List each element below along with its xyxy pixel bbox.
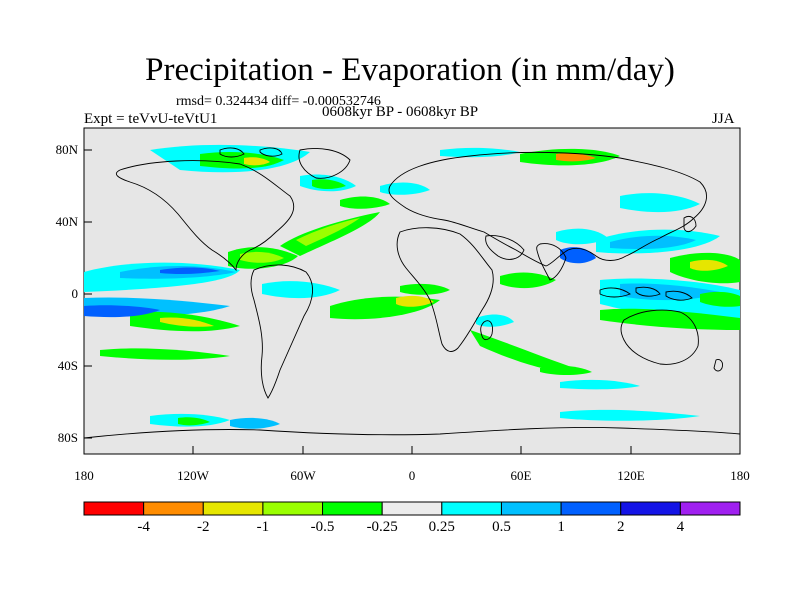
contour-southern-ocean-2 (230, 417, 280, 429)
colorbar-swatch (143, 501, 204, 516)
colorbar-label: -1 (256, 519, 270, 535)
coastline-eurasia (388, 151, 707, 267)
contour-south-atlantic-core (396, 295, 434, 307)
colorbar-swatch (441, 501, 502, 516)
colorbar-swatch (322, 501, 383, 516)
colorbar-label: 0.25 (428, 519, 455, 535)
contour-southern-ocean-5 (560, 379, 640, 390)
lat-tick-label: 80S (57, 430, 78, 445)
contour-southern-ocean-6 (540, 365, 592, 375)
coastline-africa (396, 227, 494, 352)
lat-tick-label: 80N (55, 142, 78, 157)
contour-indian-ocean-cyan (476, 314, 514, 327)
colorbar-swatch (500, 501, 562, 516)
colorbar-swatch (202, 501, 264, 516)
coastline-new-zealand (713, 359, 723, 372)
coastline-japan (683, 215, 697, 233)
colorbar-swatch (262, 501, 324, 516)
contour-south-pacific-east (600, 308, 740, 330)
lon-tick-label: 60W (290, 468, 316, 483)
lon-tick-label: 0 (408, 468, 416, 483)
colorbar (83, 501, 741, 516)
contour-pacific-south-yellow (160, 317, 214, 327)
contour-india-monsoon (556, 228, 608, 245)
colorbar-label: 2 (616, 519, 625, 535)
coastline-greenland (298, 148, 351, 179)
contour-southern-ocean-1-core (178, 417, 210, 426)
contour-africa-west (400, 283, 450, 295)
contour-maritime-green (700, 291, 740, 307)
contour-west-pacific-yellow (690, 259, 728, 271)
contour-eurasia-band (440, 147, 520, 158)
colorbar-label: -0.5 (310, 519, 335, 535)
coastline-arabia (485, 235, 525, 260)
colorbar-label: -4 (137, 519, 150, 535)
lon-tick-label: 180 (730, 468, 750, 483)
contour-indian-ocean-band (470, 330, 580, 372)
colorbar-label: 1 (557, 519, 565, 535)
anomaly-contours (84, 144, 740, 429)
contour-arctic-yellow (244, 157, 270, 166)
colorbar-swatch (381, 501, 443, 516)
period-label: 0608kyr BP - 0608kyr BP (322, 104, 479, 120)
coastlines (83, 147, 741, 439)
contour-southern-ocean-4 (100, 348, 230, 360)
colorbar-label: -2 (197, 519, 210, 535)
coastline-indonesia (599, 286, 693, 301)
contour-atlantic-band-core (296, 218, 360, 246)
contour-southern-ocean-3 (560, 409, 700, 421)
colorbar-label: -0.25 (366, 519, 398, 535)
coastline-antarctica (83, 427, 741, 439)
coastline-south-america (250, 264, 313, 399)
lon-tick-label: 180 (74, 468, 94, 483)
contour-europe-west (380, 182, 430, 195)
contour-atlantic-itcz (262, 281, 340, 299)
contour-arabian-sea (500, 272, 556, 289)
contour-siberia-core (556, 153, 596, 162)
coastline-madagascar (480, 320, 493, 341)
colorbar-label: 0.5 (492, 519, 511, 535)
lon-tick-label: 60E (510, 468, 532, 483)
lat-tick-label: 0 (71, 286, 79, 301)
experiment-label: Expt = teVvU-teVtU1 (84, 111, 218, 127)
coastline-north-america (116, 160, 295, 272)
contour-greenland-green (312, 179, 346, 189)
coastline-india (536, 243, 567, 281)
contour-pacific-blue-south (84, 305, 160, 318)
stats-line: rmsd= 0.324434 diff= -0.000532746 (176, 94, 381, 109)
lat-tick-label: 40S (57, 358, 78, 373)
contour-itcz-east-pacific-core (160, 267, 220, 275)
lon-tick-label: 120E (617, 468, 645, 483)
season-label: JJA (712, 111, 735, 127)
colorbar-swatch (679, 501, 741, 516)
lat-tick-label: 40N (55, 214, 78, 229)
lon-tick-label: 120W (177, 468, 209, 483)
contour-bay-of-bengal (560, 247, 596, 264)
contour-north-pacific (620, 193, 700, 213)
contour-west-pacific-blue (610, 235, 696, 250)
plot-title: Precipitation - Evaporation (in mm/day) (145, 52, 675, 88)
coastline-australia (620, 309, 699, 365)
axis-ticks (83, 149, 741, 454)
colorbar-swatch (620, 501, 681, 516)
colorbar-swatch (560, 501, 622, 516)
contour-caribbean-core (240, 251, 284, 263)
colorbar-swatch (83, 501, 145, 516)
colorbar-label: 4 (676, 519, 685, 535)
contour-north-atlantic (340, 196, 390, 209)
coastline-arctic-islands (219, 147, 283, 158)
